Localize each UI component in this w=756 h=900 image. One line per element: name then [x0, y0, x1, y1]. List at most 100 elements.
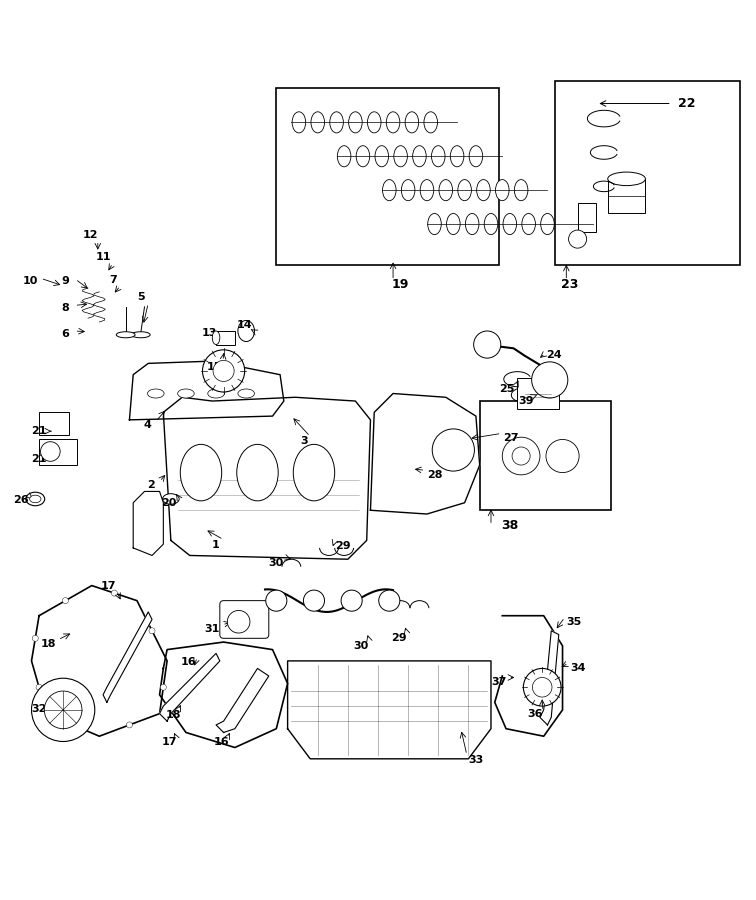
Ellipse shape [116, 332, 135, 338]
Polygon shape [287, 661, 491, 759]
Text: 37: 37 [491, 677, 507, 687]
Ellipse shape [541, 213, 554, 235]
Ellipse shape [26, 492, 45, 506]
Ellipse shape [466, 213, 479, 235]
Text: 19: 19 [392, 278, 409, 291]
Circle shape [512, 447, 530, 465]
Text: 10: 10 [23, 275, 39, 285]
Circle shape [203, 350, 245, 392]
Ellipse shape [428, 213, 442, 235]
Ellipse shape [383, 180, 396, 201]
Text: 21: 21 [31, 427, 47, 436]
Text: 3: 3 [300, 436, 308, 446]
Ellipse shape [559, 213, 573, 235]
Text: 11: 11 [96, 252, 112, 262]
Text: 32: 32 [31, 704, 47, 714]
Text: 27: 27 [503, 433, 519, 443]
Ellipse shape [401, 180, 415, 201]
Ellipse shape [405, 112, 419, 133]
Circle shape [546, 439, 579, 472]
Ellipse shape [367, 112, 381, 133]
Text: 22: 22 [678, 97, 696, 110]
Text: 8: 8 [61, 303, 70, 313]
Text: 18: 18 [166, 710, 181, 720]
FancyBboxPatch shape [220, 600, 269, 638]
Text: 18: 18 [41, 639, 57, 649]
Circle shape [63, 598, 69, 604]
Text: 17: 17 [101, 580, 116, 590]
Text: 14: 14 [237, 320, 253, 330]
Text: 33: 33 [468, 755, 484, 765]
Ellipse shape [163, 494, 179, 504]
Ellipse shape [432, 146, 445, 166]
Circle shape [41, 442, 60, 462]
Ellipse shape [469, 146, 482, 166]
Circle shape [531, 362, 568, 398]
Bar [480, 401, 612, 510]
Text: 28: 28 [426, 470, 442, 480]
Text: 29: 29 [335, 541, 351, 551]
Ellipse shape [514, 180, 528, 201]
Ellipse shape [330, 112, 343, 133]
Circle shape [569, 230, 587, 248]
Ellipse shape [447, 213, 460, 235]
Circle shape [45, 691, 82, 729]
Circle shape [341, 590, 362, 611]
Circle shape [523, 669, 561, 707]
Bar [216, 331, 235, 345]
Bar [517, 378, 559, 409]
Text: 4: 4 [144, 420, 151, 430]
Polygon shape [103, 612, 152, 702]
Ellipse shape [237, 445, 278, 500]
Text: 15: 15 [207, 362, 222, 372]
Text: 21: 21 [31, 454, 47, 464]
Text: 16: 16 [181, 657, 197, 667]
Ellipse shape [394, 146, 407, 166]
Text: 34: 34 [570, 662, 585, 672]
Text: 6: 6 [61, 329, 70, 339]
Text: 7: 7 [109, 274, 116, 284]
Ellipse shape [356, 146, 370, 166]
Text: 9: 9 [61, 276, 70, 286]
Bar [39, 412, 70, 435]
Text: 35: 35 [566, 616, 581, 626]
Circle shape [532, 678, 552, 698]
Ellipse shape [439, 180, 453, 201]
Ellipse shape [208, 389, 225, 398]
Ellipse shape [292, 112, 305, 133]
Circle shape [228, 610, 250, 633]
Ellipse shape [458, 180, 472, 201]
Circle shape [33, 635, 39, 642]
Ellipse shape [386, 112, 400, 133]
Circle shape [149, 628, 155, 634]
Circle shape [126, 722, 132, 728]
Ellipse shape [147, 389, 164, 398]
Polygon shape [133, 491, 163, 555]
Bar [608, 179, 646, 212]
Circle shape [32, 679, 94, 742]
Text: 13: 13 [202, 328, 217, 338]
Circle shape [160, 684, 166, 690]
Polygon shape [370, 393, 480, 514]
Text: 31: 31 [205, 625, 220, 634]
Text: 23: 23 [562, 278, 579, 291]
Ellipse shape [424, 112, 438, 133]
Ellipse shape [451, 146, 464, 166]
Text: 25: 25 [499, 384, 515, 394]
Text: 39: 39 [519, 396, 534, 406]
Circle shape [266, 590, 287, 611]
Bar [39, 438, 76, 465]
Text: 38: 38 [501, 518, 519, 532]
Ellipse shape [375, 146, 389, 166]
Ellipse shape [337, 146, 351, 166]
Ellipse shape [132, 332, 150, 338]
Circle shape [432, 429, 475, 471]
Polygon shape [129, 361, 284, 420]
Text: 30: 30 [268, 558, 284, 568]
Text: 12: 12 [82, 230, 98, 239]
Ellipse shape [503, 213, 516, 235]
Ellipse shape [420, 180, 434, 201]
Ellipse shape [477, 180, 490, 201]
Ellipse shape [311, 112, 324, 133]
Polygon shape [160, 653, 220, 721]
